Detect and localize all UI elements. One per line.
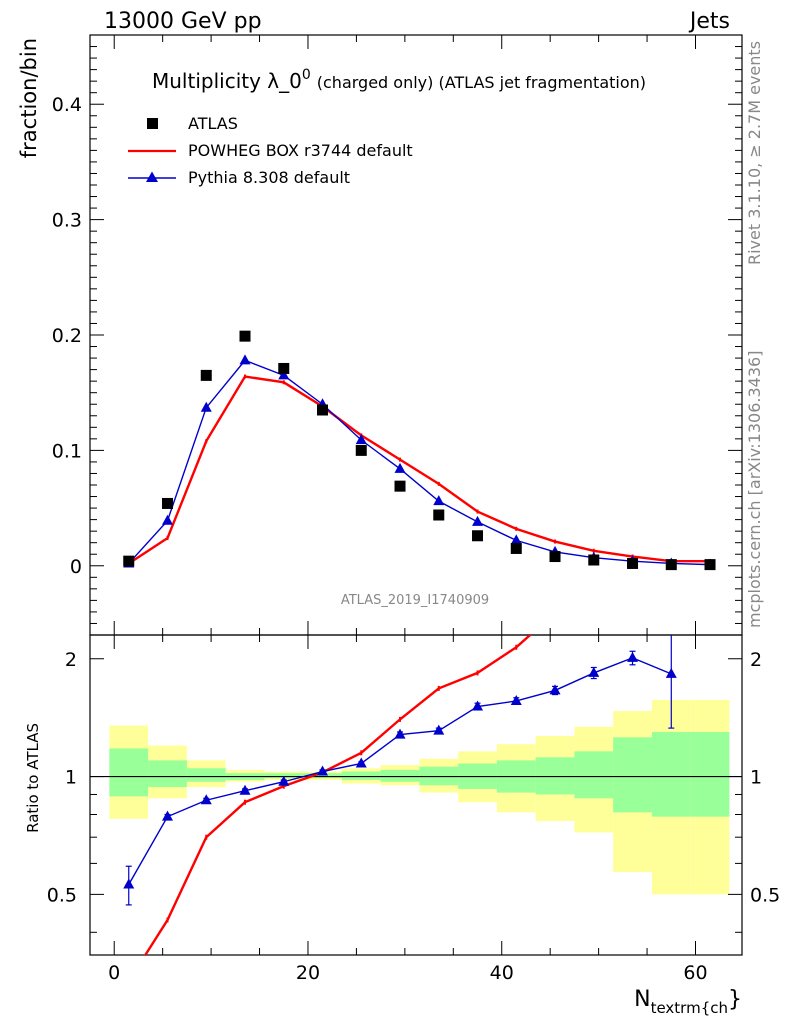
atlas-data-point xyxy=(239,330,251,342)
pythia-ratio-point xyxy=(162,810,174,821)
pythia-point xyxy=(472,515,484,526)
legend-marker-atlas xyxy=(147,118,158,129)
powheg-line xyxy=(128,375,711,565)
powheg-ratio-line xyxy=(143,635,532,955)
atlas-data-point xyxy=(588,554,600,566)
rivet-label: Rivet 3.1.10, ≥ 2.7M events xyxy=(745,41,764,265)
ratio-y-tick-label: 1 xyxy=(65,767,77,789)
main-series xyxy=(123,330,716,571)
pythia-point xyxy=(278,369,290,380)
pythia-point xyxy=(239,354,251,365)
atlas-data-point xyxy=(317,404,329,416)
atlas-data-point xyxy=(123,555,135,567)
atlas-data-point xyxy=(665,559,677,571)
atlas-data-point xyxy=(549,551,561,563)
x-tick-label: 20 xyxy=(296,962,320,984)
atlas-data-point xyxy=(472,530,484,542)
atlas-data-point xyxy=(394,480,406,492)
pythia-ratio-point xyxy=(472,700,484,711)
atlas-data-point xyxy=(162,497,174,509)
pythia-ratio-point xyxy=(433,724,445,735)
pythia-ratio-point xyxy=(355,757,367,768)
legend: ATLAS POWHEG BOX r3744 default Pythia 8.… xyxy=(128,114,413,187)
chart-title-suffix: (charged only) (ATLAS jet fragmentation) xyxy=(317,73,646,92)
x-axis-label: Ntextrm{ch} xyxy=(634,987,742,1017)
tick-labels: 0 20 40 60 0 0.1 0.2 0.3 0.4 0.5 0.5 1 1 2 2 xyxy=(47,94,780,984)
atlas-data-point xyxy=(433,509,445,521)
atlas-data-point xyxy=(278,362,290,374)
y-tick-label: 0.2 xyxy=(52,325,82,347)
pythia-ratio-point xyxy=(510,694,522,705)
y-tick-label: 0.3 xyxy=(52,210,82,232)
uncertainty-band-inner xyxy=(148,760,187,788)
ratio-plot-frame xyxy=(89,634,743,956)
header-left: 13000 GeV pp xyxy=(104,9,262,34)
chart-title-sup: 0 xyxy=(302,67,311,83)
uncertainty-band-inner xyxy=(535,757,575,795)
pythia-point xyxy=(394,462,406,473)
pythia-ratio-point xyxy=(317,765,329,776)
y-tick-label: 0 xyxy=(70,556,82,578)
pythia-ratio-point xyxy=(588,666,600,677)
uncertainty-band-inner xyxy=(109,748,149,797)
legend-label-atlas: ATLAS xyxy=(188,114,238,133)
chart-title-main: Multiplicity λ_0 xyxy=(152,69,302,93)
x-tick-label: 40 xyxy=(490,962,514,984)
ratio-y-axis-label: Ratio to ATLAS xyxy=(24,723,42,833)
pythia-ratio-point xyxy=(627,651,639,662)
uncertainty-band-inner xyxy=(186,768,226,782)
uncertainty-band-inner xyxy=(690,731,730,817)
pythia-ratio-point xyxy=(200,794,212,805)
uncertainty-band-inner xyxy=(651,731,691,817)
y-tick-label: 0.4 xyxy=(52,94,82,116)
pythia-ratio-point xyxy=(549,684,561,695)
ratio-series xyxy=(123,635,677,955)
pythia-ratio-point xyxy=(278,775,290,786)
ratio-y-tick-label: 0.5 xyxy=(47,884,77,906)
uncertainty-band-inner xyxy=(574,751,614,799)
legend-label-powheg: POWHEG BOX r3744 default xyxy=(188,141,413,160)
y-tick-label: 0.1 xyxy=(52,440,82,462)
ratio-y-tick-label: 2 xyxy=(65,649,77,671)
pythia-ratio-point xyxy=(394,728,406,739)
legend-marker-pythia xyxy=(146,171,158,182)
ratio-y-tick-label-right: 0.5 xyxy=(750,884,780,906)
x-tick-label: 0 xyxy=(108,962,120,984)
x-tick-label: 60 xyxy=(683,962,707,984)
x-axis-label-end: } xyxy=(728,987,742,1012)
atlas-data-point xyxy=(355,444,367,456)
uncertainty-band-inner xyxy=(303,773,342,779)
atlas-data-point xyxy=(510,542,522,554)
axis-ticks xyxy=(90,35,742,955)
mcplots-label: mcplots.cern.ch [arXiv:1306.3436] xyxy=(745,351,764,628)
pythia-point xyxy=(510,534,522,545)
atlas-data-point xyxy=(200,369,212,381)
pythia-point xyxy=(162,514,174,525)
pythia-line xyxy=(128,359,711,566)
pythia-ratio-point xyxy=(665,667,677,678)
uncertainty-band-inner xyxy=(264,773,304,779)
pythia-ratio-point xyxy=(239,784,251,795)
atlas-data-point xyxy=(704,559,716,571)
uncertainty-band-inner xyxy=(380,769,420,782)
legend-label-pythia: Pythia 8.308 default xyxy=(188,168,350,187)
header-right: Jets xyxy=(688,9,730,34)
chart-title: Multiplicity λ_00 (charged only) (ATLAS j… xyxy=(152,67,646,93)
pythia-ratio-point xyxy=(123,878,135,889)
pythia-point xyxy=(355,434,367,444)
x-axis-label-sub: textrm{ch xyxy=(651,999,728,1017)
y-axis-label: fraction/bin xyxy=(17,38,41,158)
atlas-data-point xyxy=(627,557,639,569)
x-axis-label-main: N xyxy=(634,987,650,1012)
uncertainty-band-inner xyxy=(613,737,652,813)
pythia-point xyxy=(200,401,212,412)
uncertainty-band-inner xyxy=(341,771,381,780)
analysis-watermark: ATLAS_2019_I1740909 xyxy=(341,593,489,608)
ratio-y-tick-label-right: 1 xyxy=(750,767,762,789)
pythia-point xyxy=(433,495,445,506)
ratio-y-tick-label-right: 2 xyxy=(750,649,762,671)
ratio-bands xyxy=(90,699,742,895)
